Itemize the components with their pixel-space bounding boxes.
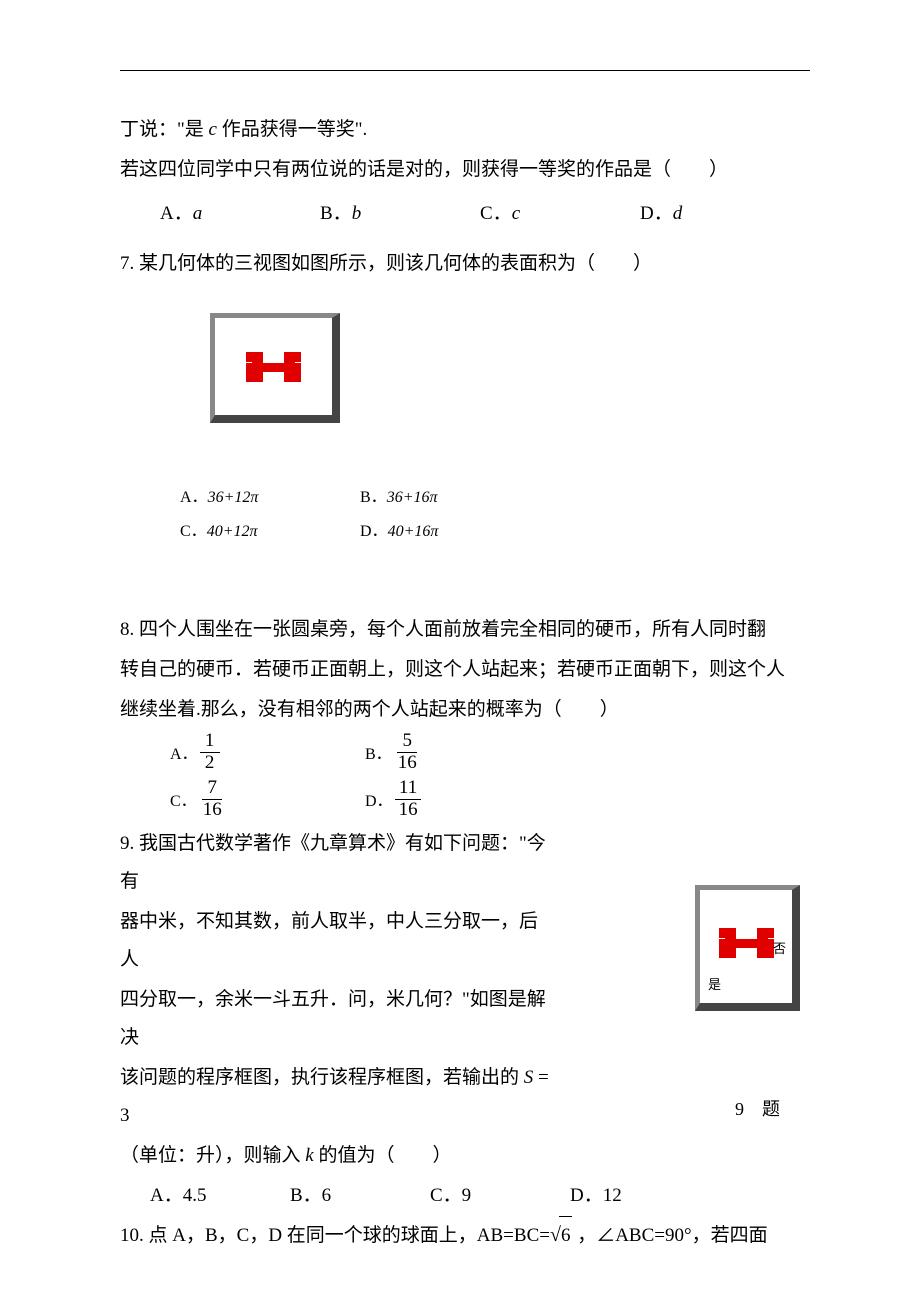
q9-opt-a: A．4.5: [150, 1177, 290, 1215]
q9-options: A．4.5 B．6 C．9 D．12: [150, 1177, 810, 1215]
q10-stem: 10. 点 A，B，C，D 在同一个球的球面上，AB=BC=6 ，∠ABC=90…: [120, 1215, 810, 1255]
q7-opt-a: A．36+12π: [180, 483, 360, 507]
broken-image-icon: [719, 928, 774, 958]
q8-stem-2: 转自己的硬币．若硬币正面朝上，则这个人站起来；若硬币正面朝下，则这个人: [120, 651, 810, 689]
q8-stem-3: 继续坐着.那么，没有相邻的两个人站起来的概率为（ ）: [120, 691, 810, 729]
broken-image-icon: [246, 352, 301, 382]
header-rule: [120, 70, 810, 71]
q6-opt-c: C．c: [480, 195, 640, 233]
q9-stem-3: 四分取一，余米一斗五升．问，米几何？"如图是解决: [120, 981, 550, 1057]
q6-opt-b: B．b: [320, 195, 480, 233]
q8-options: A． 12 B． 516 C． 716 D． 1116: [170, 731, 810, 821]
q7-opt-c: C．40+12π: [180, 517, 360, 541]
q9-figure-label-fou: 否: [773, 938, 786, 957]
ding-line: 丁说："是 c 作品获得一等奖".: [120, 111, 810, 149]
q7-stem: 7. 某几何体的三视图如图所示，则该几何体的表面积为（ ）: [120, 245, 810, 283]
cond-line: 若这四位同学中只有两位说的话是对的，则获得一等奖的作品是（ ）: [120, 151, 810, 189]
q9-stem-2: 器中米，不知其数，前人取半，中人三分取一，后人: [120, 903, 550, 979]
q9-opt-b: B．6: [290, 1177, 430, 1215]
q6-opt-a: A．a: [160, 195, 320, 233]
q9-side-label: 9 题: [735, 1095, 780, 1121]
q7-opt-b: B．36+16π: [360, 483, 540, 507]
q9-opt-d: D．12: [570, 1177, 710, 1215]
q9-stem-5: （单位：升），则输入 k 的值为（ ）: [120, 1137, 550, 1175]
q8-opt-d: D． 1116: [365, 778, 535, 821]
q8-opt-c: C． 716: [170, 778, 365, 821]
q8-opt-b: B． 516: [365, 731, 535, 774]
q9-stem-4: 该问题的程序框图，执行该程序框图，若输出的 S = 3: [120, 1059, 550, 1135]
q9-figure-label-shi: 是: [708, 974, 721, 993]
q8-stem-1: 8. 四个人围坐在一张圆桌旁，每个人面前放着完全相同的硬币，所有人同时翻: [120, 611, 810, 649]
q9-opt-c: C．9: [430, 1177, 570, 1215]
q7-figure: [210, 313, 340, 423]
q7-options: A．36+12π B．36+16π C．40+12π D．40+16π: [180, 483, 810, 541]
q6-opt-d: D．d: [640, 195, 800, 233]
q7-opt-d: D．40+16π: [360, 517, 540, 541]
q9-stem-1: 9. 我国古代数学著作《九章算术》有如下问题："今有: [120, 825, 550, 901]
q6-options: A．a B．b C．c D．d: [160, 195, 810, 233]
q8-opt-a: A． 12: [170, 731, 365, 774]
q9-figure: 否 是: [695, 885, 800, 1011]
